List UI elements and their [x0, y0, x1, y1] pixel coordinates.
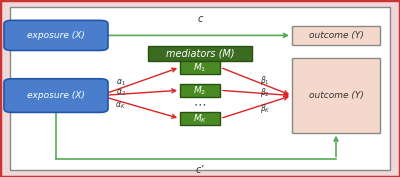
FancyBboxPatch shape — [180, 61, 220, 74]
FancyBboxPatch shape — [4, 79, 108, 112]
Text: $\beta_1$: $\beta_1$ — [260, 73, 270, 87]
Text: $\alpha_K$: $\alpha_K$ — [115, 101, 126, 111]
Text: exposure (X): exposure (X) — [27, 31, 85, 40]
Text: c: c — [197, 14, 203, 24]
FancyBboxPatch shape — [4, 20, 108, 50]
Text: outcome (Y): outcome (Y) — [308, 31, 364, 40]
Text: $M_1$: $M_1$ — [193, 61, 207, 73]
Text: $\beta_2$: $\beta_2$ — [260, 86, 270, 99]
Text: exposure (X): exposure (X) — [27, 91, 85, 100]
Text: mediators (M): mediators (M) — [166, 48, 234, 58]
Text: $M_K$: $M_K$ — [193, 112, 207, 125]
FancyBboxPatch shape — [292, 26, 380, 45]
Text: $\beta_K$: $\beta_K$ — [260, 102, 271, 115]
Text: ⋯: ⋯ — [194, 98, 206, 111]
FancyBboxPatch shape — [180, 112, 220, 125]
Text: $\alpha_1$: $\alpha_1$ — [116, 78, 126, 88]
FancyBboxPatch shape — [148, 46, 252, 61]
Text: outcome (Y): outcome (Y) — [308, 91, 364, 100]
Text: $\alpha_2$: $\alpha_2$ — [116, 88, 126, 98]
FancyBboxPatch shape — [292, 58, 380, 133]
FancyBboxPatch shape — [10, 7, 390, 170]
FancyBboxPatch shape — [180, 84, 220, 97]
Text: c’: c’ — [196, 165, 204, 175]
Text: $M_2$: $M_2$ — [194, 84, 206, 96]
